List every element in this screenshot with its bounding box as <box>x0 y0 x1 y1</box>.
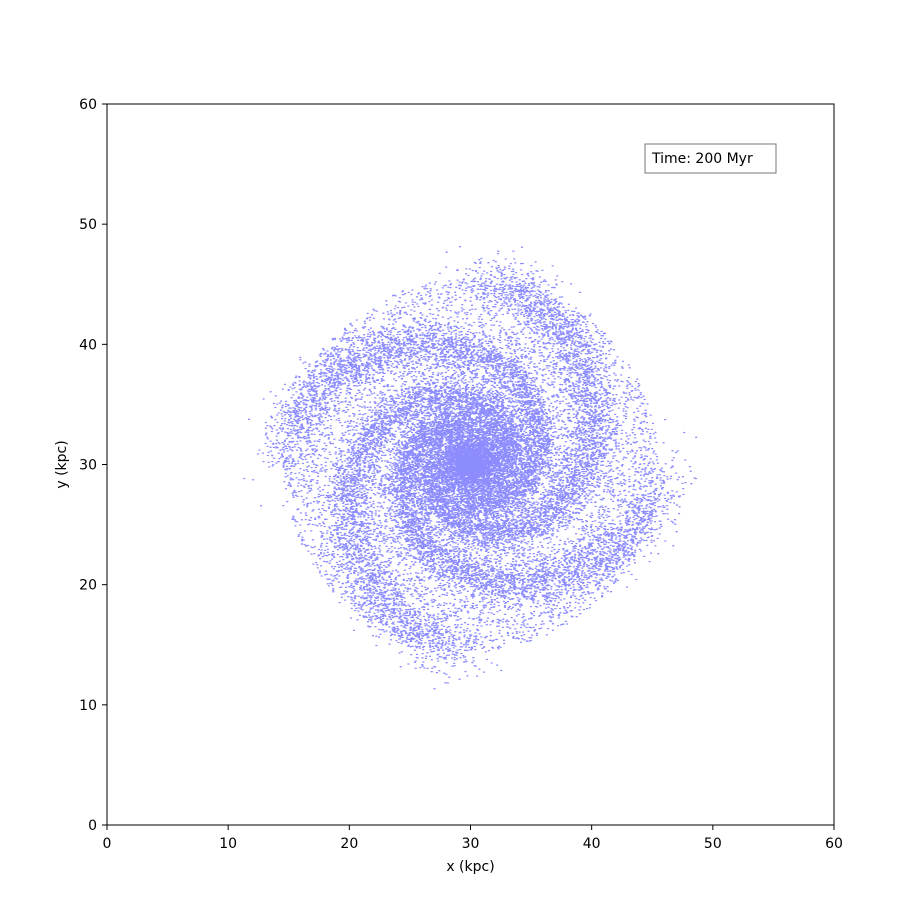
x-axis: 0 10 20 30 40 50 60 <box>103 825 843 852</box>
x-tick-label: 30 <box>462 836 480 852</box>
y-tick-label: 50 <box>79 217 97 233</box>
y-tick-label: 30 <box>79 458 97 474</box>
scatter-points <box>243 246 698 690</box>
y-axis-label: y (kpc) <box>54 440 70 488</box>
x-tick-label: 40 <box>583 836 601 852</box>
y-tick-label: 20 <box>79 578 97 594</box>
y-tick-label: 60 <box>79 97 97 113</box>
y-tick-label: 40 <box>79 337 97 353</box>
x-tick-label: 20 <box>340 836 358 852</box>
y-tick-label: 10 <box>79 698 97 714</box>
y-axis: 0 10 20 30 40 50 60 <box>79 97 107 834</box>
annotation-text: Time: 200 Myr <box>651 151 753 167</box>
x-axis-label: x (kpc) <box>446 859 494 875</box>
particle-points <box>243 246 698 690</box>
x-tick-label: 60 <box>825 836 843 852</box>
y-tick-label: 0 <box>88 818 97 834</box>
x-tick-label: 10 <box>219 836 237 852</box>
annotation-box <box>644 143 777 174</box>
x-tick-label: 50 <box>704 836 722 852</box>
x-tick-label: 0 <box>103 836 112 852</box>
time-annotation: Time: 200 Myr <box>644 143 777 174</box>
